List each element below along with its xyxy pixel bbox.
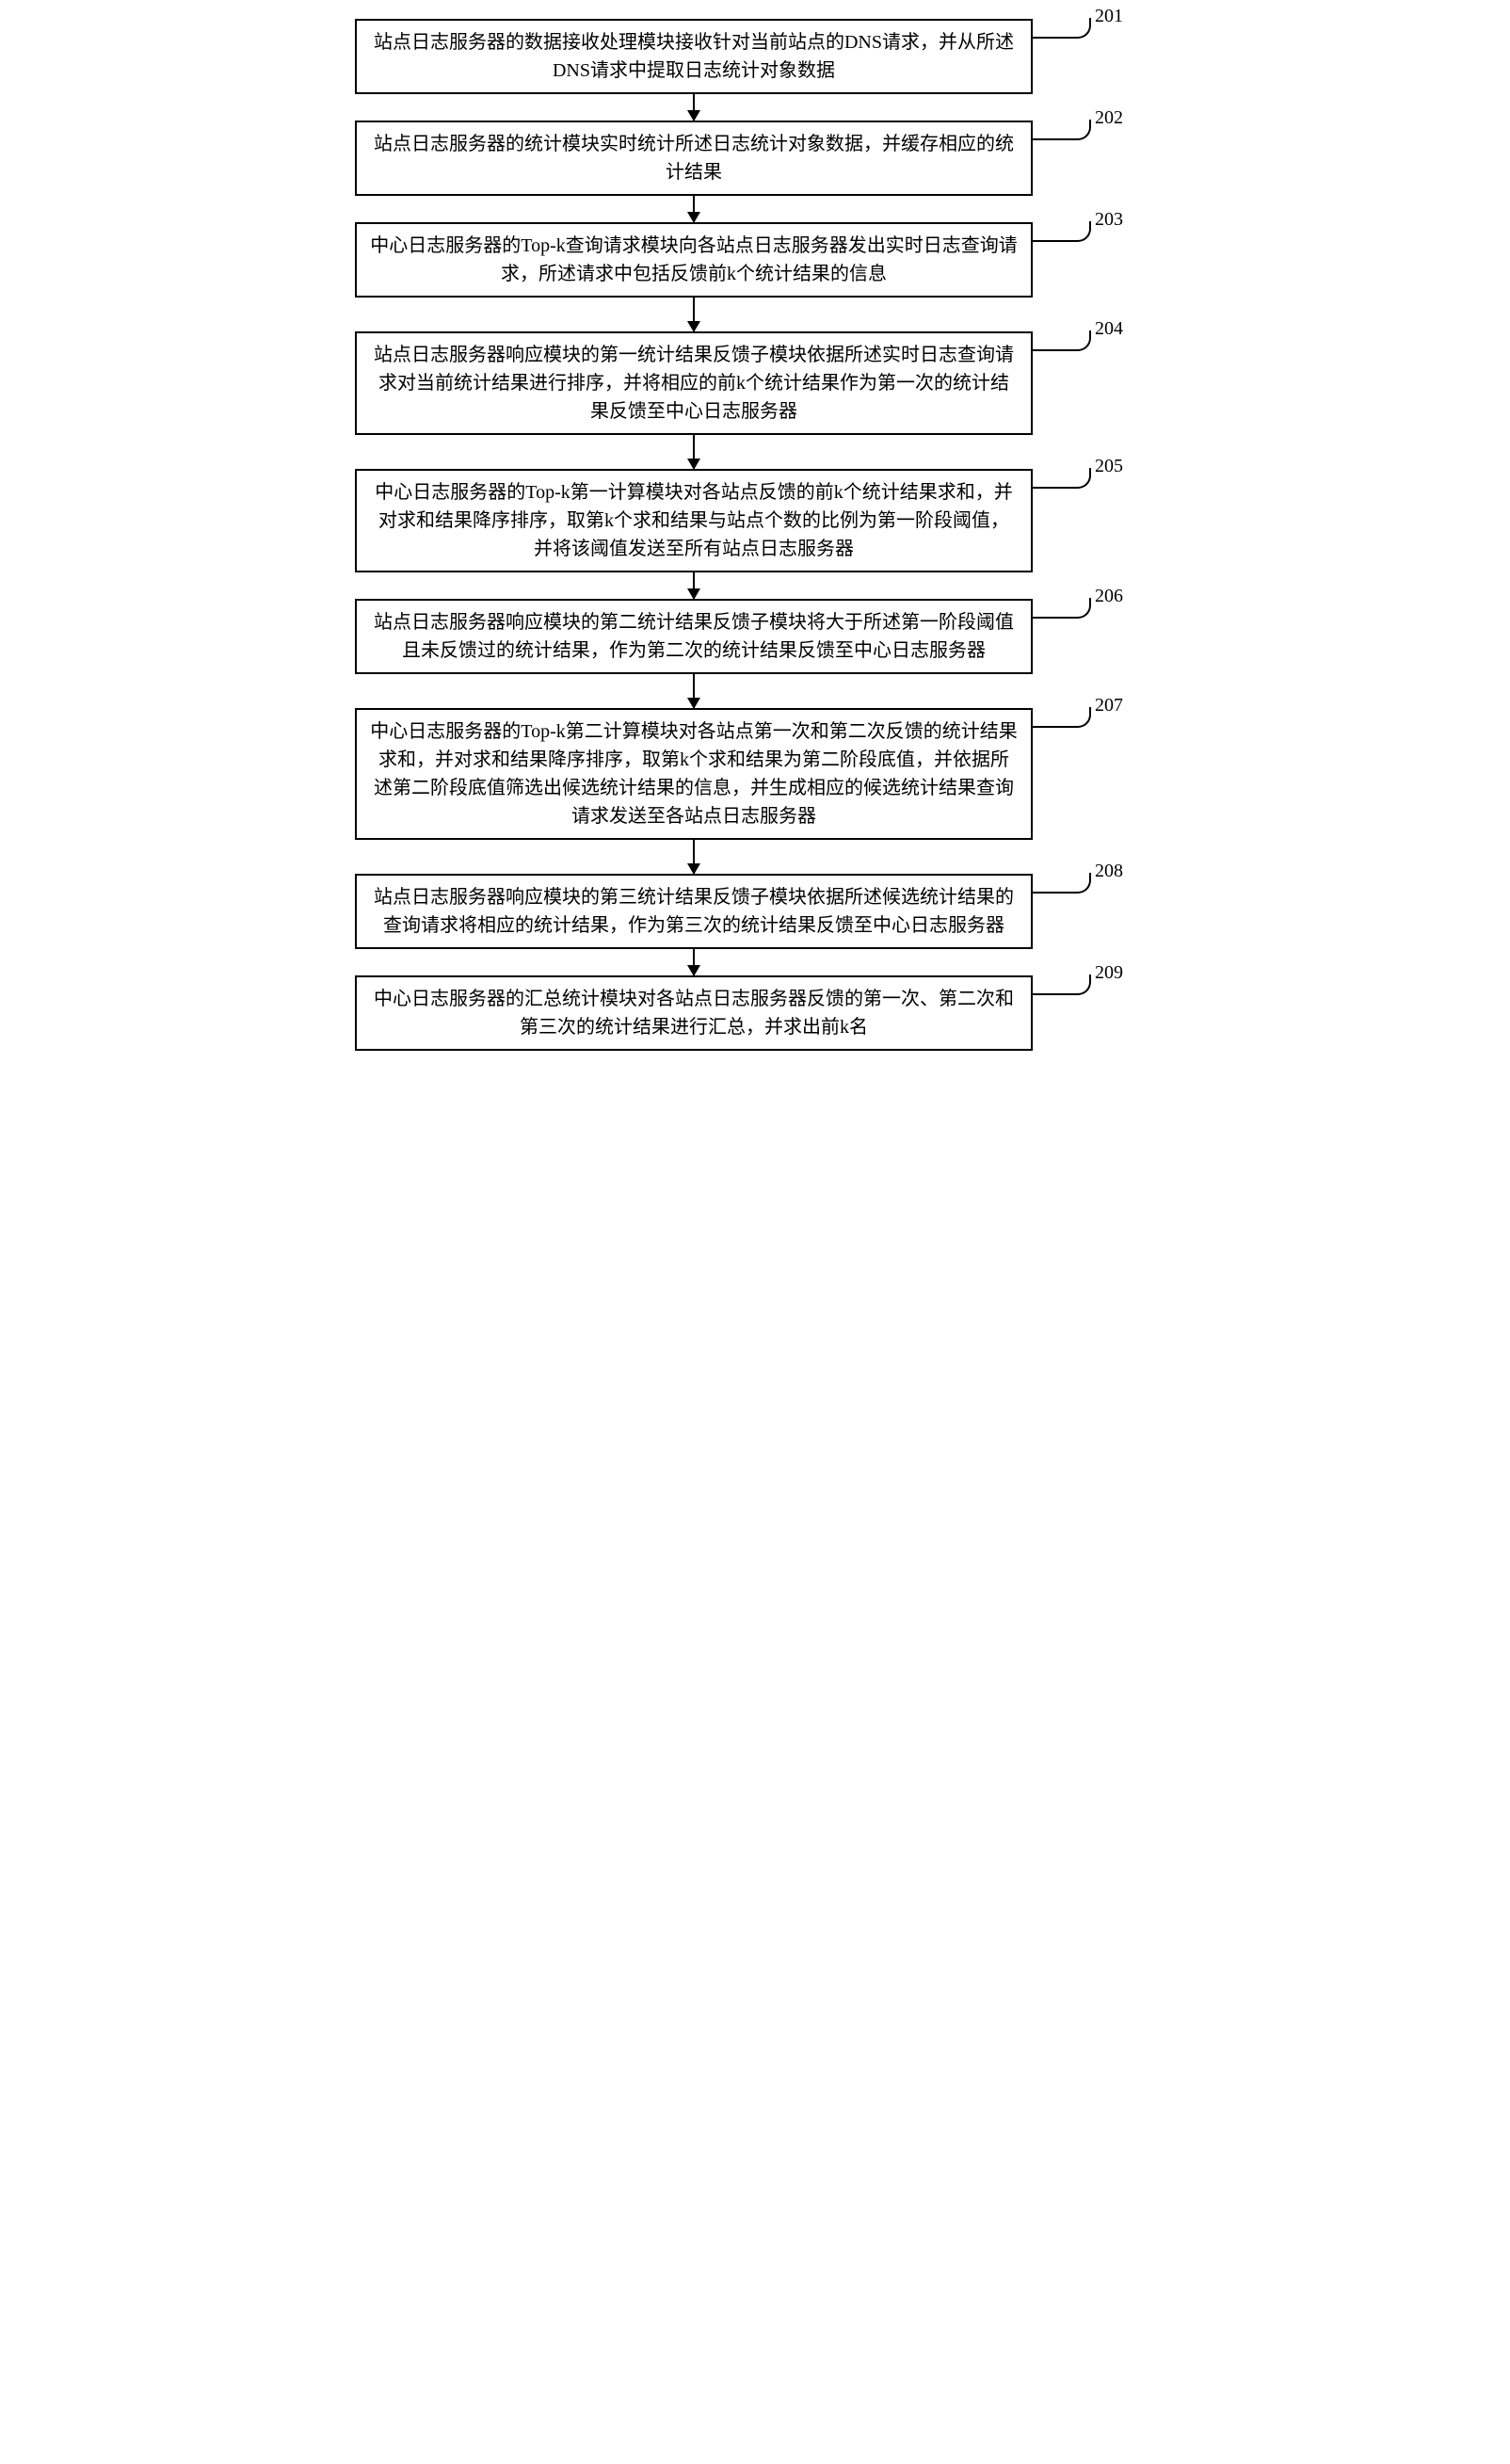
flow-connector: [355, 196, 1033, 222]
step-label-lead: 202: [1033, 128, 1123, 150]
flowchart-container: 站点日志服务器的数据接收处理模块接收针对当前站点的DNS请求，并从所述DNS请求…: [355, 19, 1155, 1051]
down-arrow-icon: [693, 298, 695, 331]
lead-line: [1033, 330, 1091, 351]
lead-line: [1033, 974, 1091, 995]
step-number-label: 209: [1095, 962, 1123, 984]
flow-step-box: 中心日志服务器的Top-k第一计算模块对各站点反馈的前k个统计结果求和，并对求和…: [355, 469, 1033, 572]
step-label-lead: 205: [1033, 476, 1123, 498]
step-label-lead: 201: [1033, 26, 1123, 48]
flow-step: 站点日志服务器响应模块的第三统计结果反馈子模块依据所述候选统计结果的查询请求将相…: [355, 874, 1155, 949]
lead-line: [1033, 221, 1091, 242]
flow-connector: [355, 298, 1033, 331]
step-number-label: 202: [1095, 107, 1123, 129]
flow-connector: [355, 949, 1033, 975]
flow-step: 站点日志服务器响应模块的第一统计结果反馈子模块依据所述实时日志查询请求对当前统计…: [355, 331, 1155, 435]
lead-line: [1033, 18, 1091, 39]
flow-step-box: 中心日志服务器的Top-k查询请求模块向各站点日志服务器发出实时日志查询请求，所…: [355, 222, 1033, 298]
flow-connector: [355, 674, 1033, 708]
flow-connector: [355, 572, 1033, 599]
flow-step-box: 站点日志服务器响应模块的第二统计结果反馈子模块将大于所述第一阶段阈值且未反馈过的…: [355, 599, 1033, 674]
down-arrow-icon: [693, 435, 695, 469]
step-label-lead: 203: [1033, 230, 1123, 251]
step-label-lead: 208: [1033, 881, 1123, 903]
lead-line: [1033, 707, 1091, 728]
flow-step: 站点日志服务器响应模块的第二统计结果反馈子模块将大于所述第一阶段阈值且未反馈过的…: [355, 599, 1155, 674]
down-arrow-icon: [693, 572, 695, 599]
step-number-label: 208: [1095, 861, 1123, 882]
step-number-label: 205: [1095, 456, 1123, 477]
flow-step: 中心日志服务器的Top-k第二计算模块对各站点第一次和第二次反馈的统计结果求和，…: [355, 708, 1155, 840]
lead-line: [1033, 120, 1091, 140]
flow-step: 站点日志服务器的统计模块实时统计所述日志统计对象数据，并缓存相应的统计结果202: [355, 121, 1155, 196]
down-arrow-icon: [693, 94, 695, 121]
step-label-lead: 204: [1033, 339, 1123, 361]
step-number-label: 207: [1095, 695, 1123, 717]
step-label-lead: 209: [1033, 983, 1123, 1005]
flow-step-box: 站点日志服务器的统计模块实时统计所述日志统计对象数据，并缓存相应的统计结果: [355, 121, 1033, 196]
step-number-label: 204: [1095, 318, 1123, 340]
flow-connector: [355, 435, 1033, 469]
down-arrow-icon: [693, 196, 695, 222]
flow-step: 中心日志服务器的汇总统计模块对各站点日志服务器反馈的第一次、第二次和第三次的统计…: [355, 975, 1155, 1051]
down-arrow-icon: [693, 674, 695, 708]
flow-step-box: 站点日志服务器响应模块的第三统计结果反馈子模块依据所述候选统计结果的查询请求将相…: [355, 874, 1033, 949]
step-number-label: 201: [1095, 6, 1123, 27]
flow-step: 中心日志服务器的Top-k第一计算模块对各站点反馈的前k个统计结果求和，并对求和…: [355, 469, 1155, 572]
step-number-label: 206: [1095, 586, 1123, 607]
down-arrow-icon: [693, 840, 695, 874]
flow-step-box: 站点日志服务器的数据接收处理模块接收针对当前站点的DNS请求，并从所述DNS请求…: [355, 19, 1033, 94]
flow-step-box: 中心日志服务器的汇总统计模块对各站点日志服务器反馈的第一次、第二次和第三次的统计…: [355, 975, 1033, 1051]
lead-line: [1033, 598, 1091, 619]
step-label-lead: 206: [1033, 606, 1123, 628]
lead-line: [1033, 873, 1091, 894]
flow-step-box: 中心日志服务器的Top-k第二计算模块对各站点第一次和第二次反馈的统计结果求和，…: [355, 708, 1033, 840]
flow-step-box: 站点日志服务器响应模块的第一统计结果反馈子模块依据所述实时日志查询请求对当前统计…: [355, 331, 1033, 435]
step-label-lead: 207: [1033, 716, 1123, 737]
flow-step: 站点日志服务器的数据接收处理模块接收针对当前站点的DNS请求，并从所述DNS请求…: [355, 19, 1155, 94]
lead-line: [1033, 468, 1091, 489]
step-number-label: 203: [1095, 209, 1123, 231]
down-arrow-icon: [693, 949, 695, 975]
flow-step: 中心日志服务器的Top-k查询请求模块向各站点日志服务器发出实时日志查询请求，所…: [355, 222, 1155, 298]
flow-connector: [355, 840, 1033, 874]
flow-connector: [355, 94, 1033, 121]
